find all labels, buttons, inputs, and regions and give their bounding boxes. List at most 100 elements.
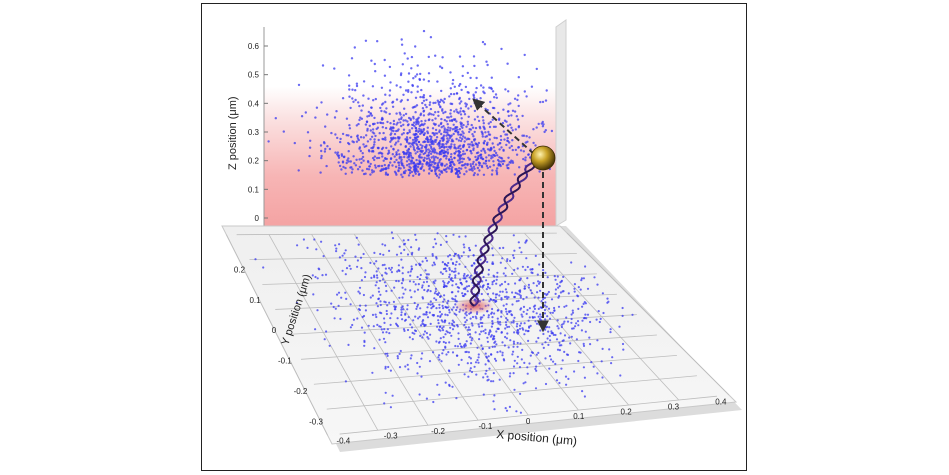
z-data-point — [380, 147, 384, 151]
xy-data-point — [539, 329, 542, 332]
xy-data-point — [543, 304, 547, 307]
xy-data-point — [505, 323, 508, 326]
z-data-point — [476, 145, 479, 149]
z-data-point — [517, 126, 520, 129]
z-data-point — [433, 158, 436, 162]
xy-data-point — [437, 341, 441, 344]
xy-data-point — [371, 294, 374, 297]
z-data-point — [470, 140, 473, 144]
z-data-point — [498, 163, 501, 166]
z-data-point — [357, 122, 360, 126]
x-tick-label: -0.4 — [336, 436, 350, 445]
xy-data-point — [513, 359, 516, 362]
z-data-point — [323, 142, 326, 145]
xy-data-point — [462, 243, 465, 246]
z-data-point — [420, 88, 423, 92]
xy-data-point — [556, 275, 559, 278]
z-data-point — [408, 130, 411, 134]
z-data-point — [450, 134, 453, 137]
xy-data-point — [369, 296, 372, 299]
z-data-point — [320, 156, 323, 160]
xy-data-point — [344, 380, 347, 383]
z-data-point — [383, 74, 387, 77]
z-data-point — [427, 148, 430, 151]
xy-data-point — [536, 273, 539, 276]
xy-data-point — [566, 320, 570, 323]
z-data-point — [384, 157, 387, 161]
z-data-point — [414, 45, 417, 48]
xy-data-point — [445, 270, 448, 273]
xy-data-point — [518, 279, 521, 282]
z-data-point — [412, 123, 415, 127]
xy-data-point — [516, 355, 519, 358]
z-data-point — [443, 97, 446, 101]
z-data-point — [344, 172, 347, 175]
xy-data-point — [535, 312, 538, 315]
xy-data-point — [504, 267, 507, 270]
xy-data-point — [470, 362, 473, 365]
xy-data-point — [574, 325, 577, 328]
z-data-point — [492, 160, 495, 163]
xy-data-point — [520, 322, 523, 325]
z-data-point — [330, 131, 333, 135]
z-data-point — [421, 107, 425, 110]
z-data-point — [456, 173, 460, 177]
xy-data-point — [427, 284, 430, 288]
z-data-point — [371, 146, 374, 150]
xy-data-point — [424, 257, 427, 260]
xy-data-point — [400, 313, 403, 317]
z-data-point — [402, 93, 405, 97]
z-data-point — [308, 154, 311, 158]
z-data-point — [459, 154, 463, 157]
xy-data-point — [379, 252, 382, 256]
z-data-point — [440, 132, 443, 136]
xy-data-point — [449, 326, 452, 329]
xy-data-point — [608, 348, 611, 351]
z-data-point — [432, 132, 435, 135]
xy-data-point — [508, 325, 511, 328]
z-data-point — [364, 123, 368, 126]
xy-data-point — [438, 354, 441, 357]
z-data-point — [386, 120, 389, 124]
xy-data-point — [593, 276, 596, 279]
xy-data-point — [531, 268, 534, 271]
xy-data-point — [488, 367, 491, 370]
z-data-point — [438, 144, 441, 148]
xy-data-point — [518, 246, 521, 249]
z-data-point — [482, 162, 485, 165]
xy-data-point — [494, 340, 497, 343]
xy-data-point — [477, 323, 480, 326]
z-data-point — [395, 151, 398, 154]
xy-data-point — [431, 305, 434, 308]
z-data-point — [460, 167, 463, 170]
xy-data-point — [390, 271, 393, 274]
z-data-point — [456, 169, 459, 173]
xy-data-point — [524, 268, 527, 271]
z-data-point — [450, 119, 454, 122]
xy-data-point — [528, 307, 532, 310]
z-data-point — [350, 57, 354, 60]
z-data-point — [422, 29, 426, 33]
xy-data-point — [512, 365, 516, 368]
z-data-point — [461, 153, 465, 156]
z-data-point — [500, 160, 503, 163]
xy-data-point — [546, 276, 549, 279]
xy-data-point — [447, 299, 450, 302]
z-data-point — [449, 112, 452, 115]
xy-data-point — [563, 350, 566, 353]
xy-data-point — [546, 337, 549, 340]
z-data-point — [393, 132, 397, 136]
z-data-point — [434, 172, 438, 176]
z-data-point — [399, 86, 402, 89]
xy-data-point — [436, 383, 439, 386]
z-data-point — [545, 89, 548, 92]
xy-data-point — [621, 306, 624, 310]
z-data-point — [406, 132, 409, 135]
xy-data-point — [315, 248, 318, 251]
z-data-point — [432, 155, 435, 158]
z-data-point — [400, 38, 403, 41]
xy-data-point — [340, 296, 343, 299]
xy-data-point — [558, 294, 561, 298]
xy-data-point — [454, 295, 457, 298]
z-data-point — [315, 106, 319, 109]
